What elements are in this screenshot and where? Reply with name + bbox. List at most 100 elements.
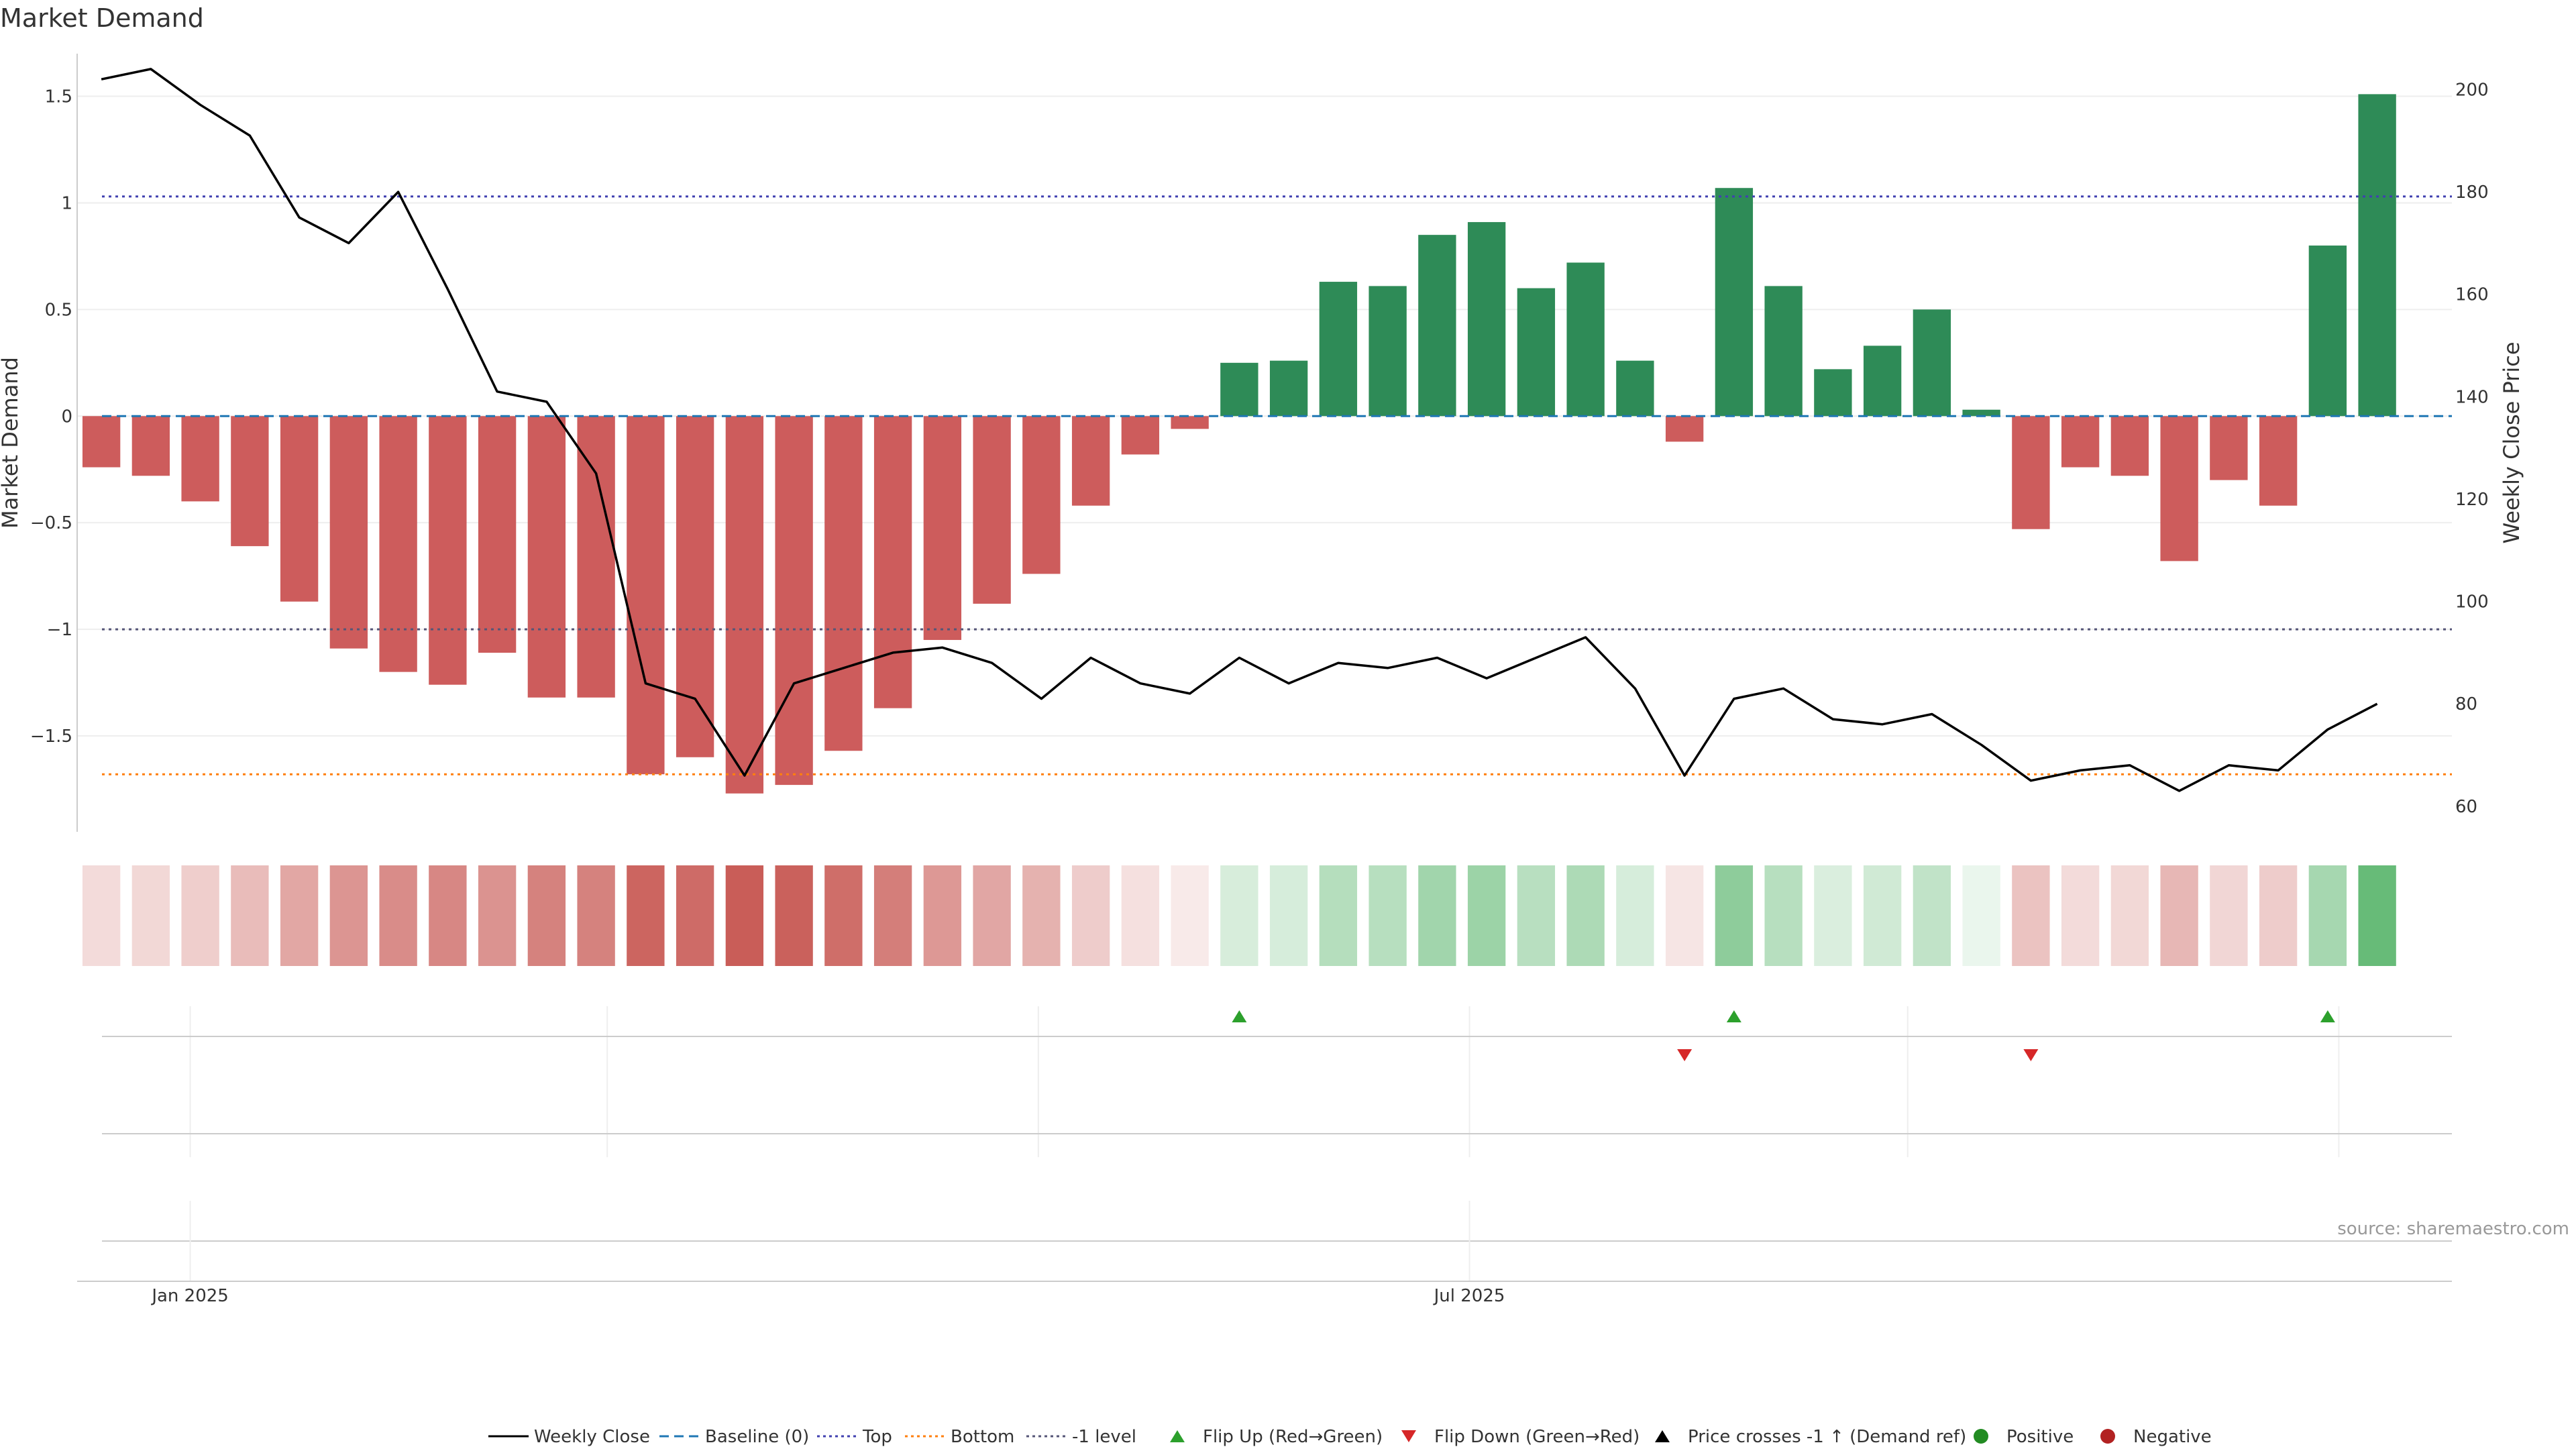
demand-bar bbox=[1962, 409, 2000, 417]
heat-cell bbox=[329, 865, 368, 966]
heat-cell bbox=[1814, 865, 1852, 966]
heat-cell bbox=[973, 865, 1011, 966]
x-axis: Jan 2025 Jul 2025 bbox=[77, 1281, 2452, 1306]
demand-bar bbox=[1022, 416, 1061, 574]
demand-bar bbox=[577, 416, 615, 698]
x-tick-label: Jan 2025 bbox=[150, 1286, 229, 1306]
demand-bar bbox=[1171, 416, 1209, 429]
demand-bar bbox=[478, 416, 517, 653]
demand-bar bbox=[1071, 416, 1110, 506]
demand-bar bbox=[1467, 222, 1506, 417]
demand-bar bbox=[725, 416, 764, 794]
demand-bar bbox=[2358, 94, 2396, 417]
y2-tick-label: 140 bbox=[2455, 387, 2489, 407]
y-axis-title-right: Weekly Close Price bbox=[2499, 341, 2524, 543]
heat-cell bbox=[1665, 865, 1704, 966]
legend-label: Positive bbox=[2006, 1427, 2074, 1447]
legend-label: Top bbox=[862, 1427, 892, 1447]
heat-cell bbox=[1962, 865, 2000, 966]
demand-bar bbox=[1121, 416, 1160, 455]
weekly-close-series bbox=[101, 68, 2378, 792]
demand-bar bbox=[2308, 246, 2347, 417]
flip-up-marker bbox=[1726, 1010, 1741, 1022]
demand-bar bbox=[923, 416, 962, 640]
heat-cell bbox=[280, 865, 319, 966]
flip-down-marker bbox=[2023, 1049, 2039, 1061]
demand-bar bbox=[1319, 282, 1358, 417]
y2-tick-label: 80 bbox=[2455, 694, 2477, 714]
y2-tick-label: 120 bbox=[2455, 490, 2489, 510]
demand-bar bbox=[231, 416, 269, 547]
demand-bar bbox=[131, 416, 170, 476]
heat-cell bbox=[2160, 865, 2198, 966]
legend-label: Bottom bbox=[951, 1427, 1014, 1447]
demand-bar bbox=[2012, 416, 2050, 529]
y-tick-label: −0.5 bbox=[30, 513, 72, 533]
heat-cell bbox=[923, 865, 962, 966]
heat-cell bbox=[1467, 865, 1506, 966]
demand-bar bbox=[1418, 235, 1456, 417]
legend-swatch bbox=[1170, 1430, 1185, 1442]
heat-cell bbox=[1171, 865, 1209, 966]
demand-bar bbox=[329, 416, 368, 649]
demand-bar bbox=[1616, 360, 1654, 417]
heat-cell bbox=[1418, 865, 1456, 966]
heat-cell bbox=[2308, 865, 2347, 966]
demand-bars bbox=[82, 94, 2396, 794]
heat-cell bbox=[1863, 865, 1902, 966]
demand-bar bbox=[1566, 262, 1605, 417]
y-axis-title-left: Market Demand bbox=[0, 357, 23, 529]
heat-cell bbox=[1269, 865, 1308, 966]
heat-cell bbox=[2358, 865, 2396, 966]
heat-cell bbox=[379, 865, 417, 966]
demand-heat-strip bbox=[82, 865, 2396, 966]
demand-bar bbox=[1913, 309, 1951, 417]
heat-cell bbox=[231, 865, 269, 966]
legend-swatch bbox=[1401, 1430, 1416, 1442]
heat-cell bbox=[2259, 865, 2298, 966]
demand-bar bbox=[429, 416, 467, 685]
legend-label: Price crosses -1 ↑ (Demand ref) bbox=[1688, 1427, 1966, 1447]
legend: Weekly Close Baseline (0) Top Bottom -1 leve… bbox=[488, 1427, 2212, 1447]
heat-cell bbox=[577, 865, 615, 966]
heat-cell bbox=[1022, 865, 1061, 966]
axes: 1.5 1 0.5 0 −0.5 −1 −1.5 200 180 160 140 120 100 80 60 bbox=[30, 54, 2489, 832]
y-tick-label: 1.5 bbox=[45, 87, 72, 107]
reference-lines bbox=[102, 195, 2452, 775]
demand-bar bbox=[2259, 416, 2298, 506]
heat-cell bbox=[627, 865, 665, 966]
heat-cell bbox=[1517, 865, 1556, 966]
demand-bar bbox=[82, 416, 121, 468]
heat-cell bbox=[1121, 865, 1160, 966]
demand-bar bbox=[1220, 362, 1258, 417]
y-tick-label: −1.5 bbox=[30, 727, 72, 747]
heat-cell bbox=[1566, 865, 1605, 966]
legend-label: -1 level bbox=[1072, 1427, 1136, 1447]
demand-bar bbox=[1269, 360, 1308, 417]
heat-cell bbox=[131, 865, 170, 966]
weekly-close-line bbox=[101, 68, 2378, 792]
heat-cell bbox=[1368, 865, 1407, 966]
demand-bar bbox=[873, 416, 912, 708]
heat-cell bbox=[676, 865, 714, 966]
demand-bar bbox=[1368, 286, 1407, 417]
heat-cell bbox=[1220, 865, 1258, 966]
legend-label: Flip Down (Green→Red) bbox=[1434, 1427, 1640, 1447]
y2-tick-label: 180 bbox=[2455, 182, 2489, 203]
demand-bar bbox=[181, 416, 219, 502]
demand-bar bbox=[379, 416, 417, 672]
demand-bar bbox=[1814, 369, 1852, 417]
flip-down-marker bbox=[1677, 1049, 1693, 1061]
y2-tick-label: 60 bbox=[2455, 797, 2477, 817]
heat-cell bbox=[775, 865, 813, 966]
demand-bar bbox=[2160, 416, 2198, 561]
y-tick-label: 0.5 bbox=[45, 300, 72, 320]
heat-cell bbox=[2110, 865, 2149, 966]
x-tick-label: Jul 2025 bbox=[1433, 1286, 1505, 1306]
y-tick-label: 1 bbox=[61, 193, 72, 213]
legend-swatch bbox=[1655, 1430, 1670, 1442]
demand-bar bbox=[2061, 416, 2100, 468]
heat-cell bbox=[1319, 865, 1358, 966]
heat-cell bbox=[527, 865, 566, 966]
